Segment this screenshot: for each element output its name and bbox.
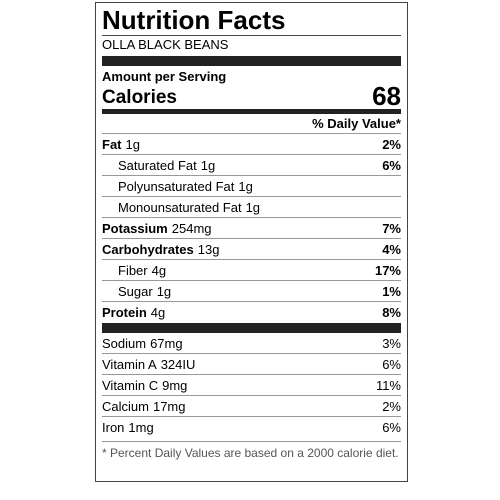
nutrient-name: Carbohydrates [102,242,194,257]
nutrient-row: Vitamin A 324IU 6% [102,354,401,375]
nutrient-name: Vitamin C [102,378,159,393]
nutrient-amount: 1mg [128,420,154,435]
nutrient-row: Polyunsaturated Fat 1g [102,176,401,197]
nutrient-row: Iron 1mg 6% [102,417,401,437]
nutrient-row: Sugar 1g 1% [102,281,401,302]
nutrient-name: Potassium [102,221,168,236]
nutrient-row: Protein 4g 8% [102,302,401,322]
nutrient-amount: 13g [197,242,220,257]
nutrient-name: Iron [102,420,125,435]
nutrient: Calcium 17mg [102,396,186,416]
nutrient-row: Monounsaturated Fat 1g [102,197,401,218]
nutrient: Vitamin A 324IU [102,354,195,374]
daily-value: 17% [374,263,401,278]
daily-value: 11% [375,378,401,393]
nutrient: Polyunsaturated Fat 1g [118,176,253,196]
nutrient-row: Fiber 4g 17% [102,260,401,281]
nutrient-amount: 67mg [150,336,183,351]
nutrient-name: Fat [102,137,122,152]
daily-value: 4% [382,242,401,257]
daily-value: 2% [382,137,401,152]
footnote: * Percent Daily Values are based on a 20… [102,441,401,464]
nutrient-name: Polyunsaturated Fat [118,179,235,194]
nutrient-name: Calcium [102,399,149,414]
nutrient: Saturated Fat 1g [118,155,215,175]
daily-value: 7% [382,221,401,236]
nutrient-name: Fiber [118,263,148,278]
nutrient-row: Calcium 17mg 2% [102,396,401,417]
daily-value: 3% [382,336,401,351]
nutrient-name: Monounsaturated Fat [118,200,242,215]
nutrient-row: Potassium 254mg 7% [102,218,401,239]
nutrient: Fat 1g [102,134,140,154]
calories-label: Calories [102,87,177,108]
nutrient: Sugar 1g [118,281,171,301]
nutrient-row: Saturated Fat 1g 6% [102,155,401,176]
daily-value: 1% [382,284,401,299]
daily-value: 2% [382,399,401,414]
calories-row: Calories 68 [102,83,401,109]
nutrient-name: Protein [102,305,147,320]
nutrient-name: Saturated Fat [118,158,197,173]
nutrient-amount: 1g [238,179,253,194]
nutrient: Monounsaturated Fat 1g [118,197,260,217]
nutrient: Potassium 254mg [102,218,212,238]
nutrient-name: Vitamin A [102,357,157,372]
amount-label: Amount per Serving [102,69,227,84]
nutrient: Iron 1mg [102,417,154,437]
nutrient-amount: 254mg [171,221,212,236]
title: Nutrition Facts [102,3,401,36]
nutrient-amount: 9mg [162,378,188,393]
nutrient-amount: 1g [156,284,172,299]
nutrient-row: Carbohydrates 13g 4% [102,239,401,260]
nutrient-row: Fat 1g 2% [102,134,401,155]
daily-value: 6% [382,357,401,372]
nutrient-amount: 4g [151,263,167,278]
nutrient-amount: 324IU [160,357,196,372]
nutrient-row: Vitamin C 9mg 11% [102,375,401,396]
subtitle: OLLA BLACK BEANS [102,37,229,52]
vitamins: Sodium 67mg 3% Vitamin A 324IU 6% Vitamin C 9mg… [102,333,401,437]
nutrients: Fat 1g 2% Saturated Fat 1g 6% Polyunsaturated … [102,134,401,322]
nutrient-name: Sodium [102,336,147,351]
daily-value-header: % Daily Value* [102,114,401,134]
calories-value: 68 [372,81,401,111]
nutrition-label: Nutrition Facts OLLA BLACK BEANS Amount … [95,2,408,482]
divider [102,56,401,66]
nutrient-name: Sugar [118,284,153,299]
divider [102,323,401,333]
nutrient-amount: 17mg [152,399,186,414]
nutrient: Vitamin C 9mg [102,375,187,395]
nutrient-row: Sodium 67mg 3% [102,333,401,354]
daily-value: 6% [382,420,401,435]
nutrient-amount: 1g [200,158,216,173]
daily-value: 6% [382,158,401,173]
nutrient: Carbohydrates 13g [102,239,219,259]
daily-value: 8% [382,305,401,320]
nutrient-amount: 1g [245,200,261,215]
nutrient-amount: 4g [150,305,166,320]
nutrient-amount: 1g [125,137,140,152]
divider [102,109,401,114]
nutrient: Sodium 67mg [102,333,183,353]
nutrient: Fiber 4g [118,260,166,280]
nutrient: Protein 4g [102,302,165,322]
